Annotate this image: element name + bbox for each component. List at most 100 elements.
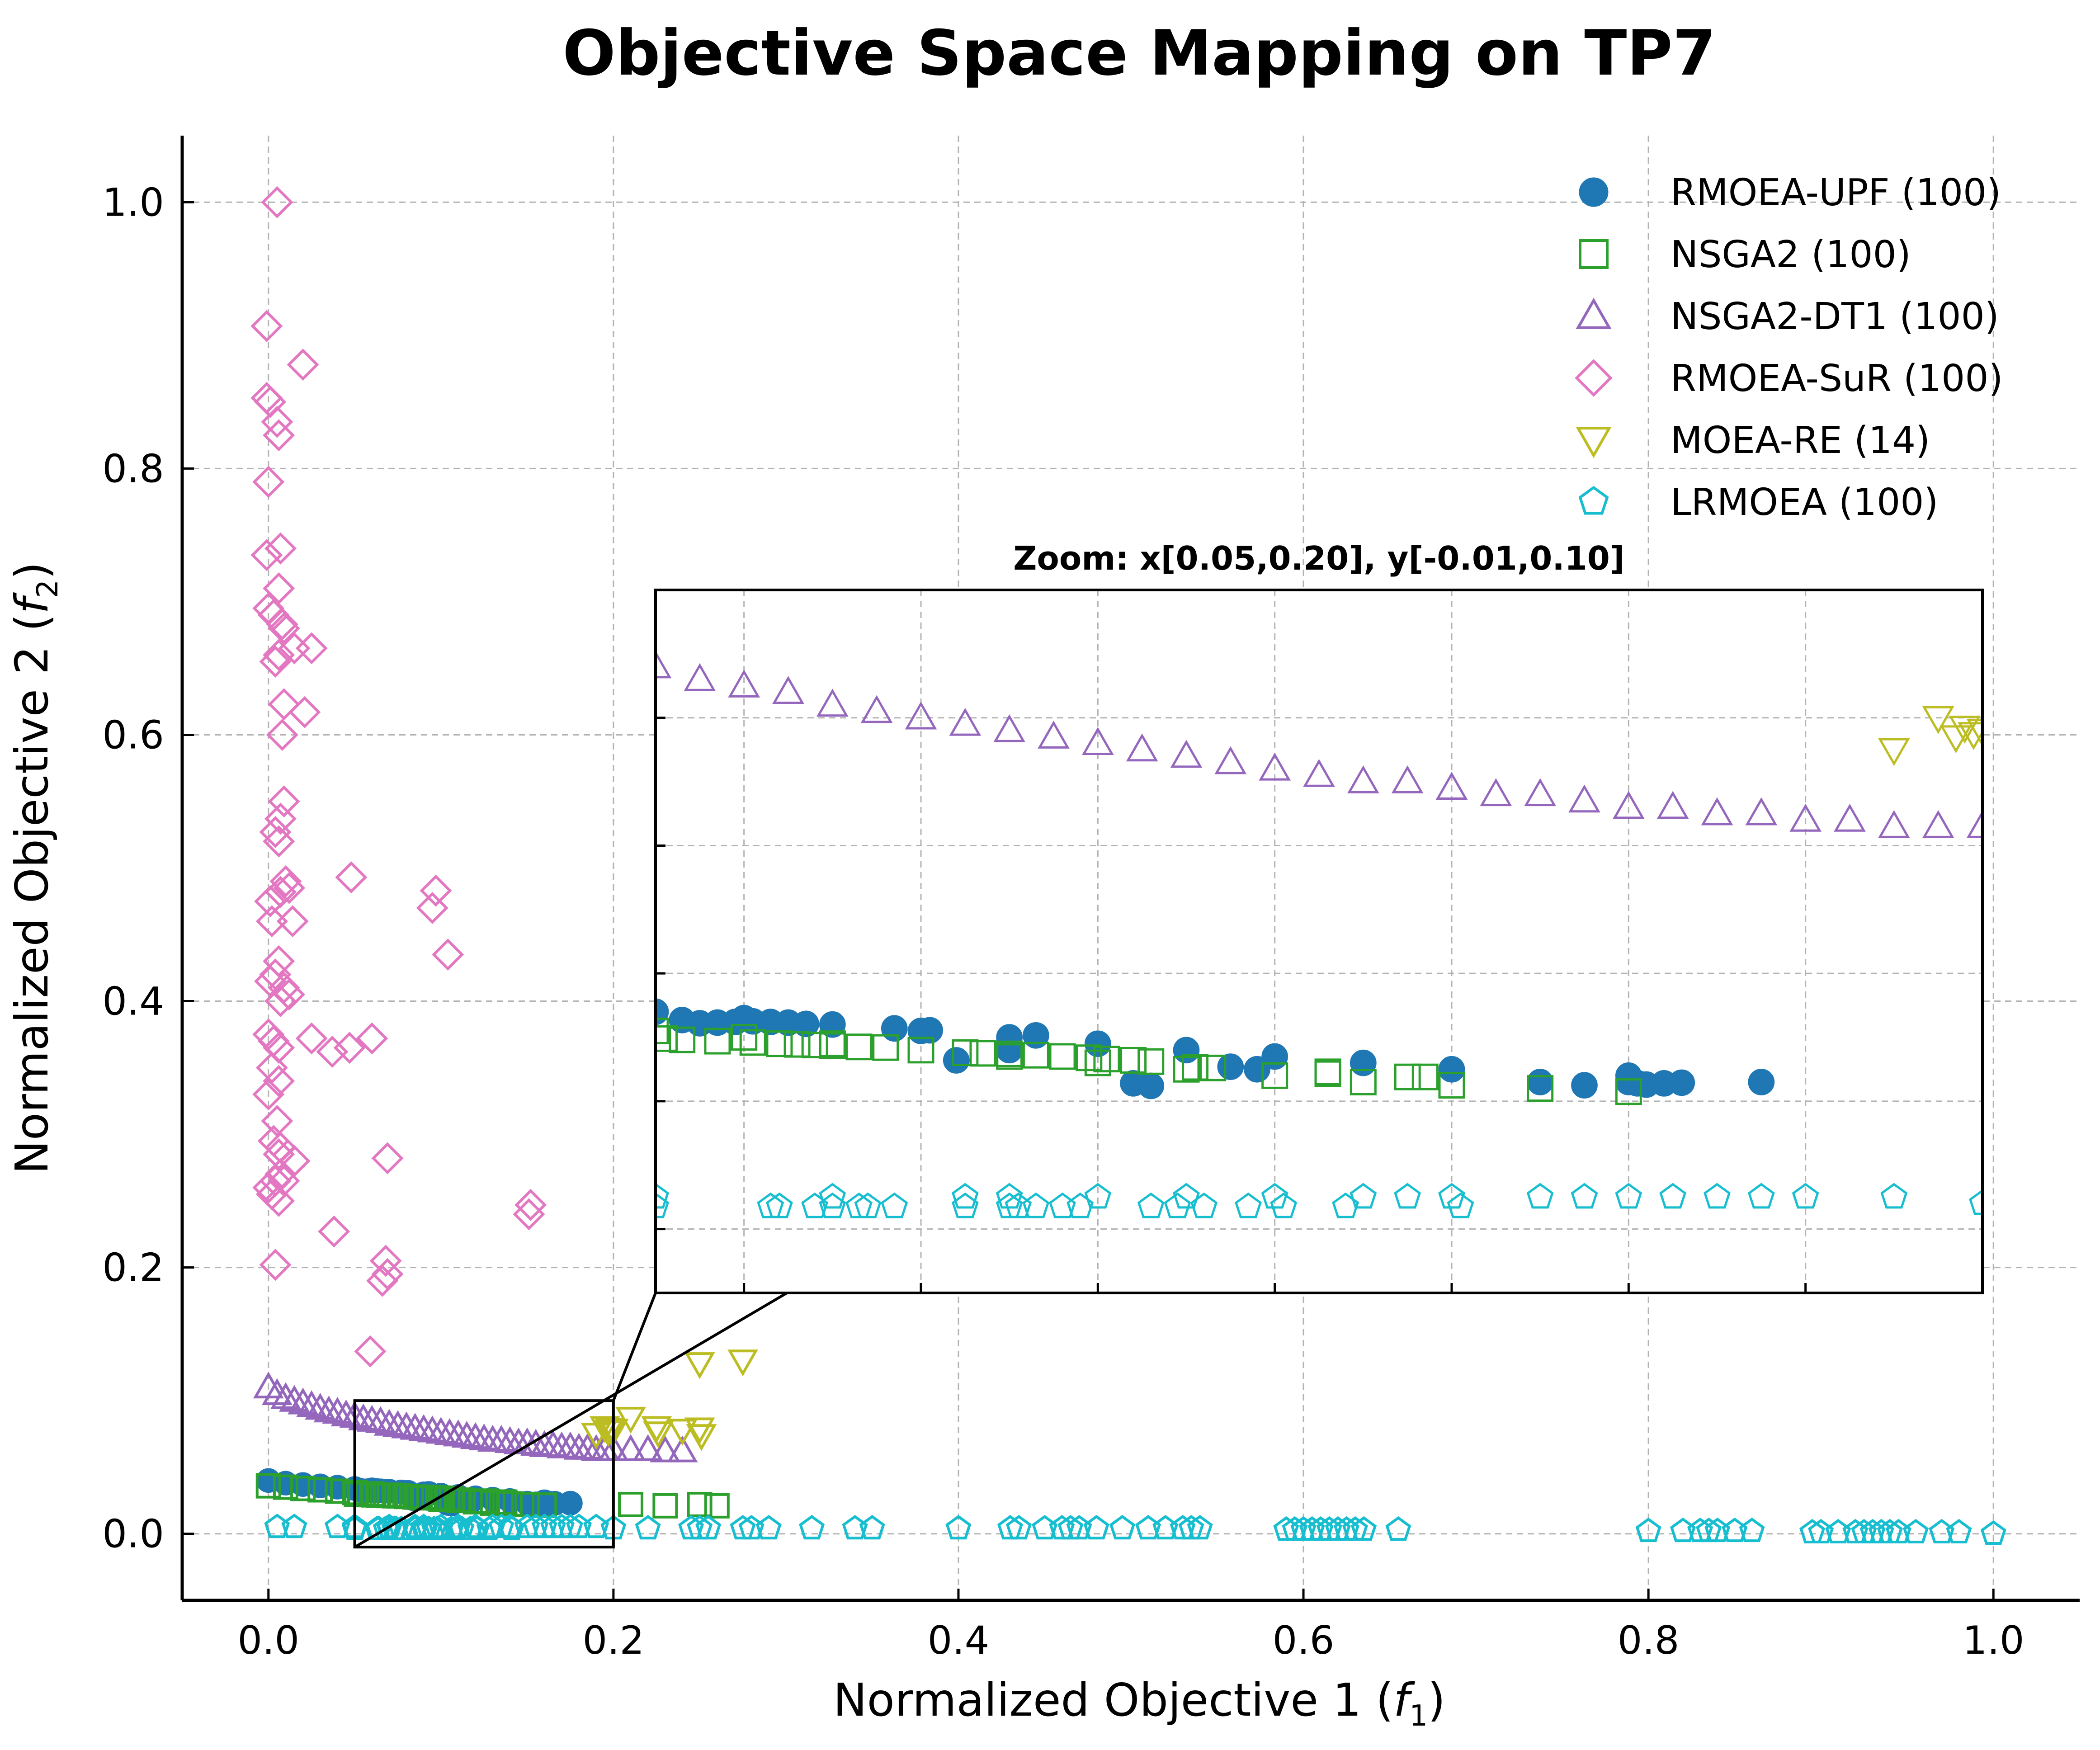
inset-data-point — [1049, 1043, 1076, 1070]
data-point — [686, 1424, 717, 1451]
data-point — [295, 632, 328, 665]
inset-series-4 — [1878, 706, 1982, 766]
main-axes: 0.0 0.2 0.4 0.6 0.8 1.0 0.0 0.2 0.4 0.6 0.8 1.0 — [102, 136, 2080, 1663]
inset-data-point — [860, 695, 893, 723]
inset-data-point — [1314, 1060, 1341, 1087]
inset-data-point — [1038, 721, 1070, 749]
data-point — [270, 1382, 301, 1409]
data-point — [596, 1419, 627, 1447]
inset-data-point — [656, 1017, 669, 1044]
data-point — [333, 1032, 366, 1064]
y-tick-label: 0.6 — [102, 712, 164, 758]
data-point — [727, 1349, 758, 1377]
inset-series-5 — [656, 1183, 1982, 1218]
data-point — [295, 1022, 328, 1055]
inset-data-point — [1659, 1183, 1687, 1209]
inset-data-point — [1164, 1192, 1191, 1218]
inset-data-point — [951, 1192, 979, 1218]
data-point — [618, 1491, 644, 1517]
inset-data-point — [1834, 803, 1866, 832]
inset-data-point — [1447, 1192, 1474, 1218]
inset-data-point — [1023, 1022, 1049, 1049]
inset-data-point — [1480, 778, 1512, 807]
data-point — [687, 1514, 713, 1540]
inset-data-point — [1022, 1192, 1050, 1218]
inset-data-point — [1527, 1069, 1554, 1095]
data-point — [263, 572, 295, 604]
data-point — [371, 1142, 404, 1175]
data-point — [273, 1474, 298, 1500]
legend-item: RMOEA-UPF (100) — [1579, 171, 2001, 214]
data-point — [1057, 1514, 1084, 1540]
inset-data-point — [1173, 1056, 1200, 1083]
x-tick-label: 0.8 — [1618, 1618, 1680, 1663]
inset-data-point — [1615, 1183, 1642, 1209]
inset-data-point — [766, 1192, 793, 1218]
inset-data-point — [1394, 1063, 1421, 1090]
y-tick-label: 0.8 — [102, 446, 164, 491]
legend-label: RMOEA-SuR (100) — [1671, 357, 2003, 400]
data-point — [448, 1515, 475, 1540]
inset-data-point — [1022, 1042, 1049, 1069]
inset-data-point — [1347, 765, 1379, 793]
data-point — [1385, 1516, 1411, 1541]
data-point — [1877, 1519, 1903, 1543]
data-point — [250, 539, 283, 571]
data-point — [264, 802, 297, 835]
inset-data-point — [1435, 772, 1468, 800]
data-point — [264, 985, 297, 1018]
data-point — [279, 1385, 310, 1412]
inset-data-point — [1170, 740, 1203, 768]
data-point — [464, 1515, 490, 1540]
y-tick-label: 1.0 — [102, 180, 164, 225]
data-point — [264, 532, 297, 565]
inset-data-point — [1571, 1183, 1598, 1209]
data-point — [268, 785, 300, 818]
data-point — [268, 1165, 300, 1197]
data-point — [499, 1515, 525, 1540]
inset-data-point — [1182, 1054, 1209, 1081]
inset-data-point — [1137, 1192, 1165, 1218]
inset-data-point — [1261, 1183, 1288, 1209]
inset-data-point — [704, 1028, 731, 1055]
inset-data-point — [1235, 1192, 1262, 1218]
inset-data-point — [1438, 1183, 1465, 1209]
inset-data-point — [731, 1024, 758, 1051]
data-point — [632, 1434, 664, 1461]
inset-data-point — [916, 1017, 943, 1044]
inset-data-point — [1656, 791, 1689, 819]
inset-data-point — [1126, 733, 1158, 762]
legend-label: NSGA2 (100) — [1671, 233, 1911, 276]
data-point — [615, 1434, 646, 1461]
zoom-region-box — [353, 1399, 615, 1549]
data-point — [1178, 1514, 1204, 1540]
series-3 — [250, 186, 547, 1368]
inset-data-point — [1966, 810, 1982, 838]
data-point — [259, 958, 292, 991]
data-point — [371, 1258, 404, 1290]
x-tick-label: 1.0 — [1963, 1618, 2024, 1663]
y-axis-label: Normalized Objective 2 (f2) — [5, 562, 65, 1174]
data-point — [643, 1421, 674, 1448]
inset-data-point — [854, 1192, 882, 1218]
inset-data-point — [1076, 1044, 1103, 1071]
x-tick-label: 0.2 — [582, 1618, 644, 1663]
inset-data-point — [801, 1032, 828, 1059]
data-point — [755, 1514, 782, 1540]
legend-marker — [1579, 177, 1609, 207]
inset-data-point — [656, 650, 672, 679]
data-point — [859, 1514, 885, 1540]
legend-marker — [1575, 359, 1613, 397]
data-point — [513, 1198, 545, 1231]
data-point — [416, 892, 448, 924]
inset-data-point — [1745, 797, 1778, 825]
inset-data-point — [881, 1015, 908, 1042]
inset-data-point — [1958, 722, 1982, 750]
inset-data-point — [656, 1192, 669, 1218]
legend: RMOEA-UPF (100) NSGA2 (100) NSGA2-DT1 (100… — [1575, 171, 2003, 524]
inset-data-point — [1005, 1192, 1032, 1218]
data-point — [288, 1387, 319, 1415]
inset-series-1 — [656, 1017, 1642, 1105]
inset-data-point — [757, 1192, 784, 1218]
